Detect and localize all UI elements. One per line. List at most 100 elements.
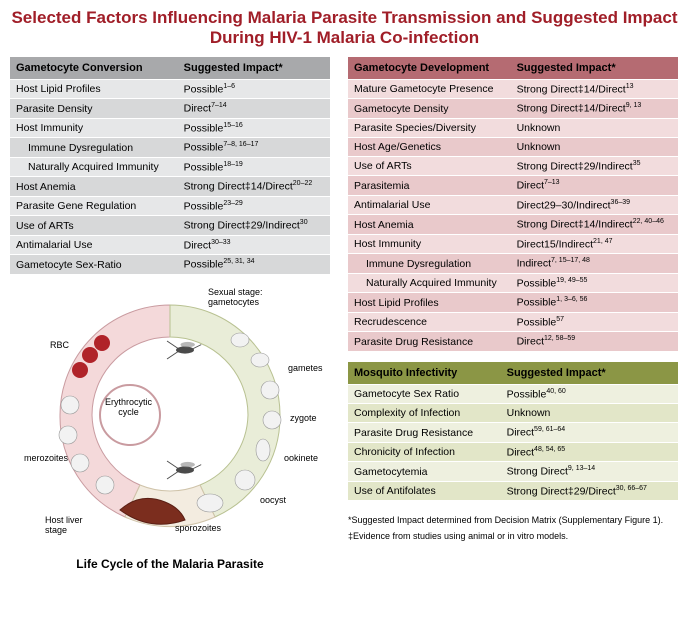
label-oocyst: oocyst <box>260 495 286 505</box>
footnote-2: ‡Evidence from studies using animal or i… <box>348 531 678 543</box>
left-column: Gametocyte Conversion Suggested Impact* … <box>10 57 330 571</box>
gc-factor: Gametocyte Sex-Ratio <box>10 255 178 275</box>
gc-impact: Possible7–8, 16–17 <box>178 138 330 158</box>
gd-impact: Possible57 <box>511 312 678 332</box>
gc-factor: Use of ARTs <box>10 216 178 236</box>
gd-row: RecrudescencePossible57 <box>348 312 678 332</box>
label-merozoites: merozoites <box>24 453 68 463</box>
gd-impact: Unknown <box>511 118 678 137</box>
gc-row: Parasite DensityDirect7–14 <box>10 99 330 119</box>
gd-impact: Possible19, 49–55 <box>511 273 678 293</box>
gd-impact: Strong Direct‡14/Direct9, 13 <box>511 99 678 119</box>
gc-row: Gametocyte Sex-RatioPossible25, 31, 34 <box>10 255 330 275</box>
gd-factor: Recrudescence <box>348 312 511 332</box>
mi-row: Parasite Drug ResistanceDirect59, 61–64 <box>348 423 678 443</box>
gc-factor: Host Lipid Profiles <box>10 79 178 99</box>
mi-factor: Parasite Drug Resistance <box>348 423 501 443</box>
gc-factor: Host Anemia <box>10 177 178 197</box>
gc-header-impact: Suggested Impact* <box>178 57 330 80</box>
gd-impact: Strong Direct‡14/Direct13 <box>511 79 678 99</box>
gd-factor: Naturally Acquired Immunity <box>348 273 511 293</box>
mi-header-impact: Suggested Impact* <box>501 362 678 385</box>
gd-row: ParasitemiaDirect7–13 <box>348 176 678 196</box>
gc-factor: Parasite Density <box>10 99 178 119</box>
label-sporozoites: sporozoites <box>175 523 221 533</box>
gc-impact: Possible18–19 <box>178 157 330 177</box>
gd-impact: Direct12, 58–59 <box>511 332 678 352</box>
gc-impact: Direct7–14 <box>178 99 330 119</box>
gd-factor: Host Age/Genetics <box>348 137 511 156</box>
lifecycle-diagram: Sexual stage: gametocytes RBC Erythrocyt… <box>10 285 330 555</box>
gd-row: Immune DysregulationIndirect7, 15–17, 48 <box>348 254 678 274</box>
right-column: Gametocyte Development Suggested Impact*… <box>348 57 678 571</box>
gc-factor: Parasite Gene Regulation <box>10 196 178 216</box>
label-gametes: gametes <box>288 363 323 373</box>
gd-row: Parasite Drug ResistanceDirect12, 58–59 <box>348 332 678 352</box>
gc-row: Immune DysregulationPossible7–8, 16–17 <box>10 138 330 158</box>
diagram-caption: Life Cycle of the Malaria Parasite <box>10 557 330 571</box>
gd-row: Gametocyte DensityStrong Direct‡14/Direc… <box>348 99 678 119</box>
gd-factor: Parasite Species/Diversity <box>348 118 511 137</box>
mi-row: Gametocyte Sex RatioPossible40, 60 <box>348 384 678 404</box>
footnote-1: *Suggested Impact determined from Decisi… <box>348 515 678 527</box>
gd-impact: Unknown <box>511 137 678 156</box>
mi-row: Chronicity of InfectionDirect48, 54, 65 <box>348 442 678 462</box>
mi-header-factor: Mosquito Infectivity <box>348 362 501 385</box>
table-mosquito-infectivity: Mosquito Infectivity Suggested Impact* G… <box>348 362 678 502</box>
gc-impact: Possible1–6 <box>178 79 330 99</box>
label-rbc: RBC <box>50 340 69 350</box>
gd-impact: Direct29–30/Indirect36–39 <box>511 195 678 215</box>
gd-row: Parasite Species/DiversityUnknown <box>348 118 678 137</box>
gc-impact: Strong Direct‡29/Indirect30 <box>178 216 330 236</box>
gd-impact: Possible1, 3–6, 56 <box>511 293 678 313</box>
label-ookinete: ookinete <box>284 453 318 463</box>
mi-row: Use of AntifolatesStrong Direct‡29/Direc… <box>348 481 678 501</box>
table-gametocyte-conversion: Gametocyte Conversion Suggested Impact* … <box>10 57 330 275</box>
gd-factor: Parasitemia <box>348 176 511 196</box>
mi-factor: Use of Antifolates <box>348 481 501 501</box>
gd-row: Host Lipid ProfilesPossible1, 3–6, 56 <box>348 293 678 313</box>
mi-factor: Gametocytemia <box>348 462 501 482</box>
gc-impact: Possible25, 31, 34 <box>178 255 330 275</box>
gd-header-impact: Suggested Impact* <box>511 57 678 80</box>
label-zygote: zygote <box>290 413 317 423</box>
gc-row: Host Lipid ProfilesPossible1–6 <box>10 79 330 99</box>
mi-row: GametocytemiaStrong Direct9, 13–14 <box>348 462 678 482</box>
gc-impact: Strong Direct‡14/Direct20–22 <box>178 177 330 197</box>
mi-factor: Chronicity of Infection <box>348 442 501 462</box>
gd-row: Antimalarial UseDirect29–30/Indirect36–3… <box>348 195 678 215</box>
gd-factor: Host Lipid Profiles <box>348 293 511 313</box>
gc-factor: Host Immunity <box>10 118 178 138</box>
gd-factor: Mature Gametocyte Presence <box>348 79 511 99</box>
label-sexual-stage: Sexual stage: gametocytes <box>208 287 263 307</box>
gd-impact: Direct15/Indirect21, 47 <box>511 234 678 254</box>
content-grid: Gametocyte Conversion Suggested Impact* … <box>10 57 679 571</box>
gc-impact: Possible15–16 <box>178 118 330 138</box>
gd-row: Naturally Acquired ImmunityPossible19, 4… <box>348 273 678 293</box>
gd-impact: Indirect7, 15–17, 48 <box>511 254 678 274</box>
mi-impact: Strong Direct9, 13–14 <box>501 462 678 482</box>
gc-row: Host ImmunityPossible15–16 <box>10 118 330 138</box>
table-gametocyte-development: Gametocyte Development Suggested Impact*… <box>348 57 678 352</box>
gd-factor: Host Immunity <box>348 234 511 254</box>
gd-impact: Strong Direct‡14/Indirect22, 40–46 <box>511 215 678 235</box>
gd-factor: Parasite Drug Resistance <box>348 332 511 352</box>
gd-row: Use of ARTsStrong Direct‡29/Indirect35 <box>348 156 678 176</box>
gc-factor: Antimalarial Use <box>10 235 178 255</box>
gc-impact: Possible23–29 <box>178 196 330 216</box>
mi-impact: Strong Direct‡29/Direct30, 66–67 <box>501 481 678 501</box>
page-title: Selected Factors Influencing Malaria Par… <box>10 8 679 49</box>
mi-impact: Direct48, 54, 65 <box>501 442 678 462</box>
gd-row: Host ImmunityDirect15/Indirect21, 47 <box>348 234 678 254</box>
gc-row: Host AnemiaStrong Direct‡14/Direct20–22 <box>10 177 330 197</box>
gc-row: Use of ARTsStrong Direct‡29/Indirect30 <box>10 216 330 236</box>
gc-header-factor: Gametocyte Conversion <box>10 57 178 80</box>
label-host-liver: Host liver stage <box>45 515 83 535</box>
gd-factor: Use of ARTs <box>348 156 511 176</box>
gc-row: Naturally Acquired ImmunityPossible18–19 <box>10 157 330 177</box>
mi-row: Complexity of InfectionUnknown <box>348 404 678 423</box>
mi-impact: Direct59, 61–64 <box>501 423 678 443</box>
gd-factor: Immune Dysregulation <box>348 254 511 274</box>
mi-factor: Complexity of Infection <box>348 404 501 423</box>
gc-factor: Naturally Acquired Immunity <box>10 157 178 177</box>
